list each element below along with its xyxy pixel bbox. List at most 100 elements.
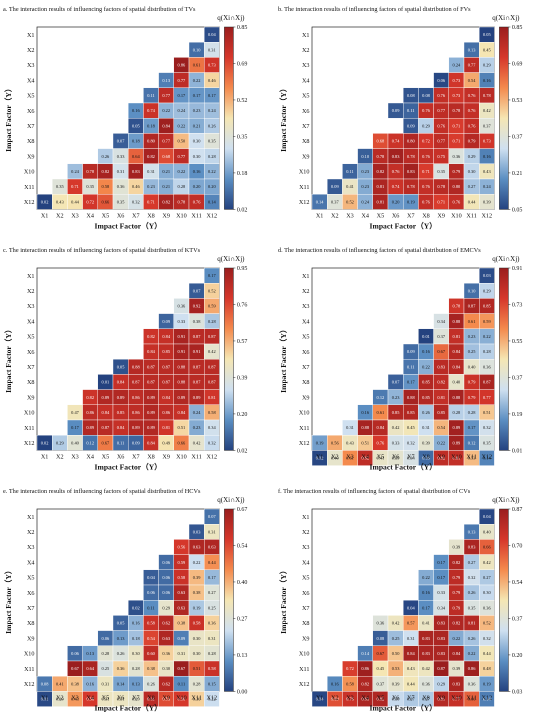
cell-value-label: 0.04 xyxy=(483,514,491,519)
cell-value-label: 0.88 xyxy=(407,395,415,400)
x-tick-label: X1 xyxy=(316,694,324,701)
cell-value-label: 0.87 xyxy=(162,364,170,369)
y-tick-label: X9 xyxy=(27,635,35,642)
cell-value-label: 0.31 xyxy=(422,425,430,430)
x-axis-label: Impact Factor（Y） xyxy=(370,220,437,230)
x-tick-label: X7 xyxy=(132,212,140,219)
colorbar-tick-label: 0.85 xyxy=(237,25,248,31)
x-tick-label: X10 xyxy=(451,453,462,460)
heatmap-cell xyxy=(203,193,220,210)
cell-value-label: 0.05 xyxy=(483,32,491,37)
cell-value-label: 0.62 xyxy=(162,681,170,686)
x-tick-label: X11 xyxy=(191,453,201,460)
cell-value-label: 0.79 xyxy=(468,139,476,144)
y-tick-label: X11 xyxy=(24,184,34,191)
cell-value-label: 0.66 xyxy=(178,440,186,445)
y-tick-label: X10 xyxy=(299,410,310,417)
heatmap-cell xyxy=(203,691,220,707)
cell-value-label: 0.88 xyxy=(178,364,186,369)
cell-value-label: 0.31 xyxy=(147,169,155,174)
x-tick-label: X9 xyxy=(162,212,170,219)
cell-value-label: 0.79 xyxy=(468,395,476,400)
colorbar xyxy=(499,508,509,692)
cell-value-label: 0.87 xyxy=(208,334,216,339)
y-tick-label: X6 xyxy=(27,590,35,597)
cell-value-label: 0.71 xyxy=(437,199,445,204)
y-tick-label: X10 xyxy=(299,169,310,176)
cell-value-label: 0.53 xyxy=(162,697,170,702)
cell-value-label: 0.83 xyxy=(392,154,400,159)
cell-value-label: 0.66 xyxy=(468,697,476,702)
cell-value-label: 0.27 xyxy=(422,697,430,702)
cell-value-label: 0.38 xyxy=(193,590,201,595)
cell-value-label: 0.43 xyxy=(483,169,491,174)
cell-value-label: 0.32 xyxy=(208,440,216,445)
cell-value-label: 0.22 xyxy=(483,334,491,339)
cell-value-label: 0.38 xyxy=(193,319,201,324)
cell-value-label: 0.45 xyxy=(377,666,385,671)
cell-value-label: 0.22 xyxy=(162,108,170,113)
colorbar-tick-label: 0.37 xyxy=(512,375,523,381)
cell-value-label: 0.60 xyxy=(147,651,155,656)
cell-value-label: 0.58 xyxy=(178,575,186,580)
cell-value-label: 0.16 xyxy=(132,108,140,113)
cell-value-label: 0.40 xyxy=(331,456,339,461)
cell-value-label: 0.17 xyxy=(468,425,476,430)
cell-value-label: 0.08 xyxy=(407,93,415,98)
cell-value-label: 0.69 xyxy=(331,697,339,702)
cell-value-label: 0.58 xyxy=(208,666,216,671)
y-tick-label: X1 xyxy=(302,273,310,280)
cell-value-label: 0.82 xyxy=(147,154,155,159)
cell-value-label: 0.42 xyxy=(208,349,216,354)
cell-value-label: 0.77 xyxy=(178,78,186,83)
y-tick-label: X9 xyxy=(302,153,310,160)
cell-value-label: 0.19 xyxy=(193,605,201,610)
colorbar-tick-label: 0.13 xyxy=(237,653,248,659)
cell-value-label: 0.37 xyxy=(437,334,445,339)
cell-value-label: 0.77 xyxy=(453,697,461,702)
cell-value-label: 0.54 xyxy=(468,78,476,83)
cell-value-label: 0.04 xyxy=(316,697,324,702)
cell-value-label: 0.89 xyxy=(147,410,155,415)
cell-value-label: 0.11 xyxy=(117,440,125,445)
cell-value-label: 0.87 xyxy=(208,380,216,385)
cell-value-label: 0.30 xyxy=(193,154,201,159)
colorbar-tick-label: 0.69 xyxy=(237,61,248,67)
x-tick-label: X9 xyxy=(437,694,445,701)
cell-value-label: 0.42 xyxy=(422,666,430,671)
cell-value-label: 0.29 xyxy=(56,697,64,702)
cell-value-label: 0.06 xyxy=(102,636,110,641)
y-tick-label: X11 xyxy=(299,666,309,673)
cell-value-label: 0.46 xyxy=(208,78,216,83)
cell-value-label: 0.38 xyxy=(178,621,186,626)
y-tick-label: X8 xyxy=(302,379,310,386)
cell-value-label: 0.14 xyxy=(117,681,125,686)
cell-value-label: 0.89 xyxy=(453,440,461,445)
x-tick-label: X7 xyxy=(132,453,140,460)
x-tick-label: X4 xyxy=(86,212,94,219)
colorbar-tick-label: 0.73 xyxy=(512,302,523,308)
cell-value-label: 0.51 xyxy=(178,425,186,430)
x-tick-label: X2 xyxy=(331,453,339,460)
cell-value-label: 0.20 xyxy=(208,184,216,189)
cell-value-label: 0.79 xyxy=(453,590,461,595)
cell-value-label: 0.30 xyxy=(483,590,491,595)
cell-value-label: 0.84 xyxy=(453,651,461,656)
cell-value-label: 0.41 xyxy=(346,184,354,189)
heatmap-cell xyxy=(203,435,220,451)
cell-value-label: 0.85 xyxy=(437,410,445,415)
y-tick-label: X7 xyxy=(27,364,35,371)
y-tick-label: X2 xyxy=(27,529,35,536)
colorbar-tick-label: 0.52 xyxy=(237,98,248,104)
colorbar-label: q(Xi∩Xj) xyxy=(492,496,520,504)
cell-value-label: 0.88 xyxy=(178,380,186,385)
cell-value-label: 0.28 xyxy=(208,651,216,656)
cell-value-label: 0.06 xyxy=(71,651,79,656)
y-tick-label: X10 xyxy=(24,651,35,658)
colorbar-tick-label: 0.85 xyxy=(512,25,523,31)
cell-value-label: 0.54 xyxy=(147,636,155,641)
cell-value-label: 0.26 xyxy=(147,681,155,686)
cell-value-label: 0.13 xyxy=(468,47,476,52)
cell-value-label: 0.13 xyxy=(117,636,125,641)
cell-value-label: 0.87 xyxy=(102,425,110,430)
